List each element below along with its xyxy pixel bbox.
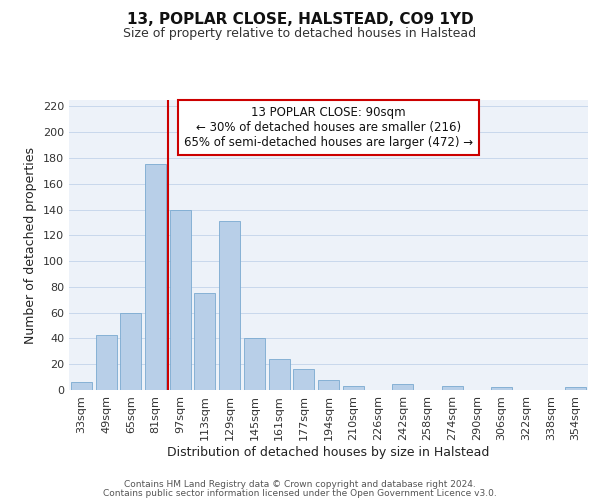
Bar: [269, 359, 290, 390]
Text: Contains HM Land Registry data © Crown copyright and database right 2024.: Contains HM Land Registry data © Crown c…: [124, 480, 476, 489]
Bar: [293, 370, 314, 390]
X-axis label: Distribution of detached houses by size in Halstead: Distribution of detached houses by size …: [167, 446, 490, 458]
Text: 13 POPLAR CLOSE: 90sqm
← 30% of detached houses are smaller (216)
65% of semi-de: 13 POPLAR CLOSE: 90sqm ← 30% of detached…: [184, 106, 473, 149]
Y-axis label: Number of detached properties: Number of detached properties: [25, 146, 37, 344]
Bar: [95, 334, 116, 390]
Bar: [392, 384, 413, 390]
Bar: [170, 210, 191, 390]
Bar: [442, 386, 463, 390]
Bar: [219, 221, 240, 390]
Bar: [194, 294, 215, 390]
Text: Size of property relative to detached houses in Halstead: Size of property relative to detached ho…: [124, 28, 476, 40]
Bar: [120, 312, 141, 390]
Bar: [318, 380, 339, 390]
Text: Contains public sector information licensed under the Open Government Licence v3: Contains public sector information licen…: [103, 489, 497, 498]
Bar: [145, 164, 166, 390]
Bar: [244, 338, 265, 390]
Bar: [565, 388, 586, 390]
Bar: [491, 388, 512, 390]
Bar: [343, 386, 364, 390]
Bar: [71, 382, 92, 390]
Text: 13, POPLAR CLOSE, HALSTEAD, CO9 1YD: 13, POPLAR CLOSE, HALSTEAD, CO9 1YD: [127, 12, 473, 28]
